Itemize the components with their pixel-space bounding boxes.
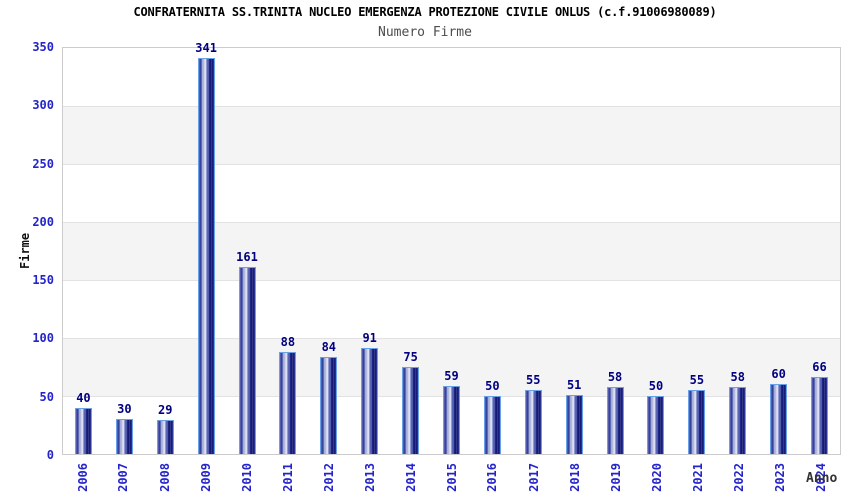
x-tick-label: 2021 [690,463,705,492]
x-tick-label: 2011 [280,463,295,492]
plot-band [63,48,840,106]
x-tick-label: 2015 [444,463,459,492]
bar-value-label: 161 [236,250,258,265]
bar-slot: 91 [349,48,390,454]
bar-value-label: 50 [648,379,664,394]
plot-band [63,222,840,280]
y-tick-label: 0 [46,448,54,462]
bar-value-label: 51 [566,377,582,392]
bar [156,420,174,454]
bar [647,396,665,454]
bar-value-label: 29 [157,403,173,418]
bar-value-label: 30 [117,402,132,417]
x-tick-label: 2014 [403,463,418,492]
bar-value-label: 60 [771,367,786,382]
bar-slot: 88 [267,48,308,454]
bar [688,390,706,454]
bar-value-label: 88 [280,334,296,349]
bar-slot: 161 [227,48,268,454]
x-tick-label: 2006 [75,463,90,492]
chart-title: CONFRATERNITA SS.TRINITA NUCLEO EMERGENZ… [133,5,717,19]
y-tick-label: 150 [32,273,54,288]
bar [483,396,501,454]
plot-area: 40 30 29 341 161 88 84 91 75 59 50 55 51 58 50 55 58 60 66 [62,41,841,455]
bar [320,356,338,454]
bar-slot: 341 [186,41,227,454]
bar-value-label: 55 [526,373,541,388]
bar-slot: 75 [390,48,431,454]
chart-subtitle: Numero Firme [378,25,472,40]
bar [279,351,297,454]
bar [74,407,92,454]
bar [238,267,256,454]
y-tick-label: 300 [32,98,54,113]
bar-value-label: 59 [444,368,459,383]
x-tick-label: 2008 [157,463,172,492]
bar-slot: 30 [104,48,145,454]
bar [402,367,420,454]
bar-slot: 66 [799,48,840,454]
bar-slot: 55 [676,48,717,454]
gridline [63,280,840,281]
bar-value-label: 91 [362,331,377,346]
bar-value-label: 75 [403,350,418,364]
x-axis-title: Anno [806,471,838,486]
x-tick-label: 2020 [649,463,664,492]
bar-slot: 50 [636,48,677,454]
plot-band [63,164,840,222]
bar-slot: 50 [472,48,513,454]
bar [197,58,215,454]
bar [565,394,583,454]
bar-value-label: 66 [812,360,827,375]
y-tick-label: 350 [32,40,54,54]
y-tick-label: 100 [32,331,54,346]
x-tick-label: 2013 [362,463,377,492]
gridline [63,164,840,165]
x-tick-label: 2017 [526,463,541,492]
bar-slot: 40 [63,48,104,454]
x-tick-label: 2016 [485,463,500,492]
bar-slot: 60 [758,48,799,454]
bar [770,384,788,454]
y-tick-label: 200 [32,214,54,229]
gridline [63,106,840,107]
bar [606,386,624,454]
bar [442,385,460,454]
y-tick-label: 250 [32,156,54,171]
bar-value-label: 58 [730,369,745,384]
bar-value-label: 58 [607,369,623,384]
x-tick-label: 2010 [239,463,254,492]
gridline [63,222,840,224]
x-tick-label: 2018 [567,463,582,492]
bar-slot: 84 [308,48,349,454]
x-tick-label: 2012 [321,463,336,492]
bar-value-label: 50 [485,379,500,394]
x-tick-label: 2009 [198,463,213,492]
y-tick-label: 50 [39,389,54,404]
bar-slot: 51 [554,48,595,454]
bar-value-label: 40 [76,390,91,405]
plot-band [63,106,840,164]
plot-band [63,280,840,338]
bar-value-label: 341 [195,41,217,56]
bar-slot: 55 [513,48,554,454]
bar-slot: 29 [145,48,186,454]
x-tick-label: 2023 [772,463,787,492]
bar-value-label: 55 [689,373,705,388]
x-tick-label: 2019 [608,463,623,492]
bar-slot: 58 [595,48,636,454]
bar [729,386,747,454]
bar [115,419,133,454]
bar-value-label: 84 [321,339,337,354]
bar [524,390,542,454]
x-axis-ticks: 2006 2007 2008 2009 2010 2011 2012 2013 2014 2015… [62,463,841,500]
bar [361,348,379,454]
bar [811,377,829,454]
x-tick-label: 2022 [731,463,746,492]
bar-slot: 59 [431,48,472,454]
gridline [63,338,840,340]
y-axis-ticks: 0 50 100 150 200 250 300 350 [0,40,54,462]
bar-slot: 58 [717,48,758,454]
x-tick-label: 2007 [116,463,131,492]
